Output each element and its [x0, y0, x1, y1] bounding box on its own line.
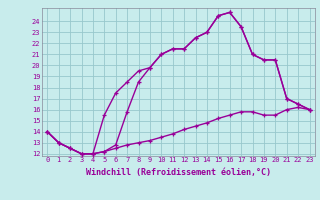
X-axis label: Windchill (Refroidissement éolien,°C): Windchill (Refroidissement éolien,°C) — [86, 168, 271, 177]
